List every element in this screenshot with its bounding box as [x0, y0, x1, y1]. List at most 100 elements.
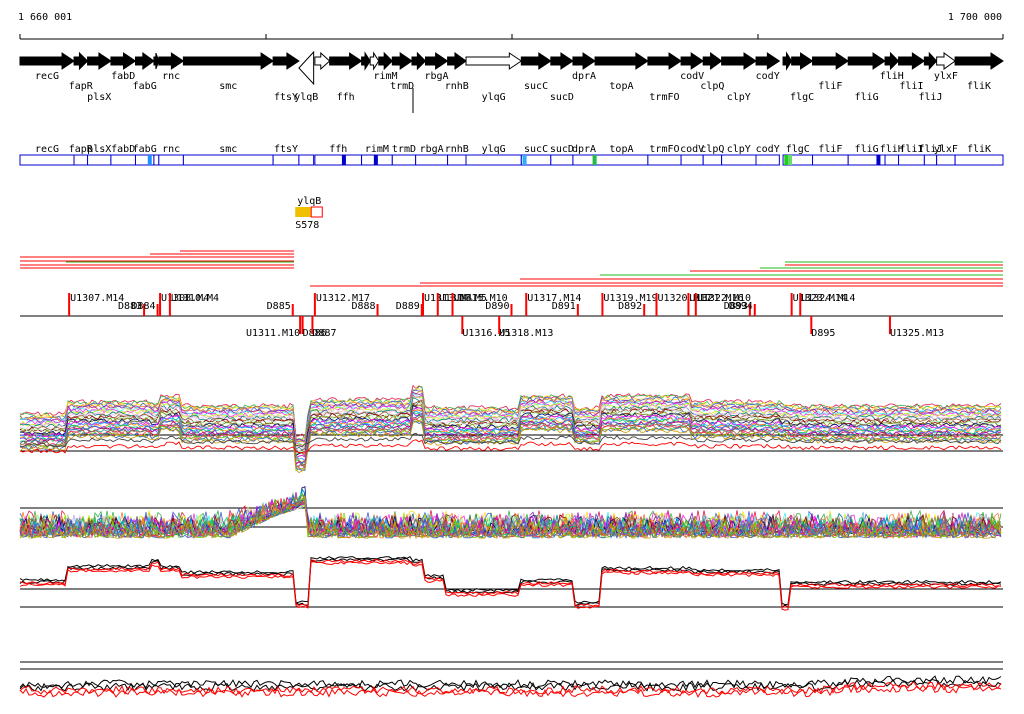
transcript-label: U1307.M14 [70, 293, 124, 304]
gene-box-mark [787, 155, 792, 165]
transcript-label: U1316.M5 [462, 328, 510, 339]
gene-arrow [721, 52, 757, 70]
transcript-label: D883 [118, 301, 142, 312]
gene-arrow [272, 52, 300, 70]
gene-box [755, 154, 780, 166]
gene-label: fliG [855, 92, 879, 103]
transcript-marker [601, 293, 604, 316]
gene-label: fabG [133, 81, 157, 92]
transcript-label: U1311.M10 [246, 328, 300, 339]
expression-series-line [19, 403, 1002, 458]
transcript-marker [313, 293, 316, 316]
gene-label: rnhB [445, 81, 469, 92]
gene-box [702, 154, 723, 166]
gene-box [158, 154, 184, 166]
gene-label: fliF [818, 81, 842, 92]
expression-series-line [19, 432, 1002, 448]
gene-arrow [134, 52, 155, 70]
gene-label: rimM [373, 71, 397, 82]
gene-box [647, 154, 682, 166]
gene-arrow [782, 51, 793, 71]
gene-box-label: fliH [880, 144, 904, 155]
transcript-label: D892 [618, 301, 642, 312]
gene-box-mark [522, 155, 527, 165]
expression-series-line [19, 411, 1002, 464]
gene-label: ylxF [934, 71, 958, 82]
transcript-label: U1308.M4 [161, 293, 209, 304]
gene-box-label: ftsY [274, 144, 298, 155]
gene-arrow [572, 52, 596, 70]
transcript-marker [643, 304, 646, 316]
gene-label: plsX [87, 92, 111, 103]
transcript-marker [159, 293, 162, 316]
transcript-label: U1325.M13 [890, 328, 944, 339]
gene-box-label: smc [219, 144, 237, 155]
gene-label: trmD [390, 81, 414, 92]
transcript-label: U1314.M5 [439, 293, 487, 304]
transcript-label: D885 [267, 301, 291, 312]
gene-box-label: ffh [329, 144, 347, 155]
transcript-marker [694, 293, 697, 316]
gene-arrow [19, 52, 75, 70]
gene-box-mark [784, 155, 789, 165]
strand-series-line [19, 561, 1002, 611]
gene-arrow [702, 52, 723, 70]
transcript-label: U1319.M19 [603, 293, 657, 304]
gene-arrow [936, 52, 956, 70]
gene-label: dprA [572, 71, 596, 82]
variance-series-line [19, 495, 1002, 535]
transcript-label: D886 [303, 328, 327, 339]
gene-arrow [378, 51, 394, 71]
gene-box [73, 154, 89, 166]
transcript-marker [422, 293, 425, 316]
gene-label: fliJ [918, 92, 942, 103]
expression-series-line [19, 409, 1002, 463]
gene-arrow [550, 52, 574, 70]
gene-arrow [314, 51, 331, 71]
gene-label: fapR [69, 81, 94, 92]
transcript-marker [168, 293, 171, 316]
gene-arrow [954, 52, 1004, 70]
transcript-label: U1322.M10 [697, 293, 751, 304]
gene-box-label: dprA [572, 144, 596, 155]
strand-series-line [19, 559, 1002, 608]
gene-box-label: fliK [967, 144, 991, 155]
gene-box-mark [147, 155, 152, 165]
gene-arrow [182, 52, 275, 70]
transcript-marker [436, 293, 439, 316]
transcript-marker [687, 293, 690, 316]
transcript-marker [748, 304, 751, 316]
gene-label: sucD [550, 92, 574, 103]
gene-box [153, 154, 160, 166]
gene-box-label: plsX [87, 144, 111, 155]
transcript-label: D890 [485, 301, 509, 312]
expression-series-line [19, 398, 1002, 452]
feature-filled [295, 207, 312, 217]
transcript-label: U1323.M14 [793, 293, 847, 304]
gene-box [87, 154, 112, 166]
transcript-marker [888, 316, 891, 334]
gene-box-label: clpQ [700, 144, 724, 155]
gene-label: ffh [337, 92, 355, 103]
gene-box-label: recG [35, 144, 59, 155]
gene-box-mark [341, 155, 346, 165]
gene-box [314, 154, 363, 166]
variance-series-line [19, 493, 1002, 540]
gene-label: trmFO [649, 92, 679, 103]
expression-series-line [19, 420, 1002, 471]
transcript-label: U1321.M16 [689, 293, 743, 304]
gene-arrow [411, 51, 427, 71]
gene-arrow [647, 52, 682, 70]
gene-box-label: codY [756, 144, 780, 155]
gene-label: fliH [880, 71, 904, 82]
transcript-marker [68, 293, 71, 316]
gene-arrow [812, 52, 850, 70]
expression-series-line [19, 402, 1002, 454]
gene-arrow [884, 51, 900, 71]
transcript-marker [810, 316, 813, 334]
gene-box [110, 154, 136, 166]
gene-box-label: fabD [111, 144, 135, 155]
feature-label: ylqB [297, 196, 321, 207]
gene-box-label: trmFO [649, 144, 679, 155]
gene-label: fliI [899, 81, 923, 92]
